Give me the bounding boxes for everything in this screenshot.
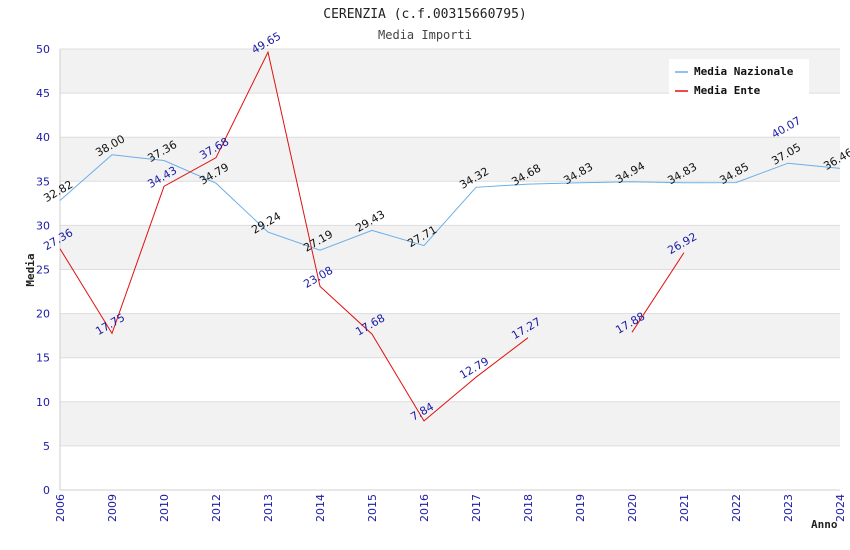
band-0-5 <box>60 445 840 490</box>
y-tick-30: 30 <box>36 219 50 232</box>
x-tick-2014: 2014 <box>314 494 327 522</box>
x-tick-2024: 2024 <box>834 494 847 522</box>
line-media-ente-segment-0 <box>59 50 529 422</box>
series-lines <box>59 50 841 422</box>
legend: Media Nazionale Media Ente <box>669 59 809 101</box>
band-35-40 <box>60 137 840 182</box>
y-tick-20: 20 <box>36 308 50 321</box>
x-tick-2023: 2023 <box>782 494 795 522</box>
y-tick-25: 25 <box>36 264 50 277</box>
y-tick-50: 50 <box>36 43 50 56</box>
x-tick-2020: 2020 <box>626 494 639 522</box>
background-bands <box>60 49 840 490</box>
chart-subtitle: Media Importi <box>378 28 472 42</box>
legend-label-media-nazionale: Media Nazionale <box>694 65 794 78</box>
band-10-15 <box>60 357 840 402</box>
y-tick-45: 45 <box>36 87 50 100</box>
y-tick-35: 35 <box>36 175 50 188</box>
x-tick-2019: 2019 <box>574 494 587 522</box>
y-tick-10: 10 <box>36 396 50 409</box>
legend-box <box>669 59 809 101</box>
x-tick-2017: 2017 <box>470 494 483 522</box>
y-tick-15: 15 <box>36 352 50 365</box>
y-axis-label: Media <box>24 253 37 286</box>
y-tick-labels: 0 5 10 15 20 25 30 35 40 45 50 <box>36 43 50 497</box>
x-tick-2015: 2015 <box>366 494 379 522</box>
x-axis-label: Anno <box>811 518 838 531</box>
x-tick-2018: 2018 <box>522 494 535 522</box>
band-15-20 <box>60 313 840 358</box>
y-tick-5: 5 <box>43 440 50 453</box>
axes <box>59 49 840 491</box>
x-tick-2012: 2012 <box>210 494 223 522</box>
band-20-25 <box>60 269 840 314</box>
x-tick-2010: 2010 <box>158 494 171 522</box>
x-tick-2013: 2013 <box>262 494 275 522</box>
x-tick-2021: 2021 <box>678 494 691 522</box>
band-5-10 <box>60 401 840 446</box>
y-tick-40: 40 <box>36 131 50 144</box>
line-media-ente-segment-1 <box>631 252 685 333</box>
x-tick-labels: 2006 2009 2010 2012 2013 2014 2015 2016 2017 2018… <box>54 494 847 522</box>
x-tick-2009: 2009 <box>106 494 119 522</box>
chart-title: CERENZIA (c.f.00315660795) <box>323 7 527 22</box>
x-tick-2006: 2006 <box>54 494 67 522</box>
x-tick-2016: 2016 <box>418 494 431 522</box>
y-tick-0: 0 <box>43 484 50 497</box>
x-tick-2022: 2022 <box>730 494 743 522</box>
band-25-30 <box>60 225 840 270</box>
band-30-35 <box>60 181 840 226</box>
legend-label-media-ente: Media Ente <box>694 84 761 97</box>
